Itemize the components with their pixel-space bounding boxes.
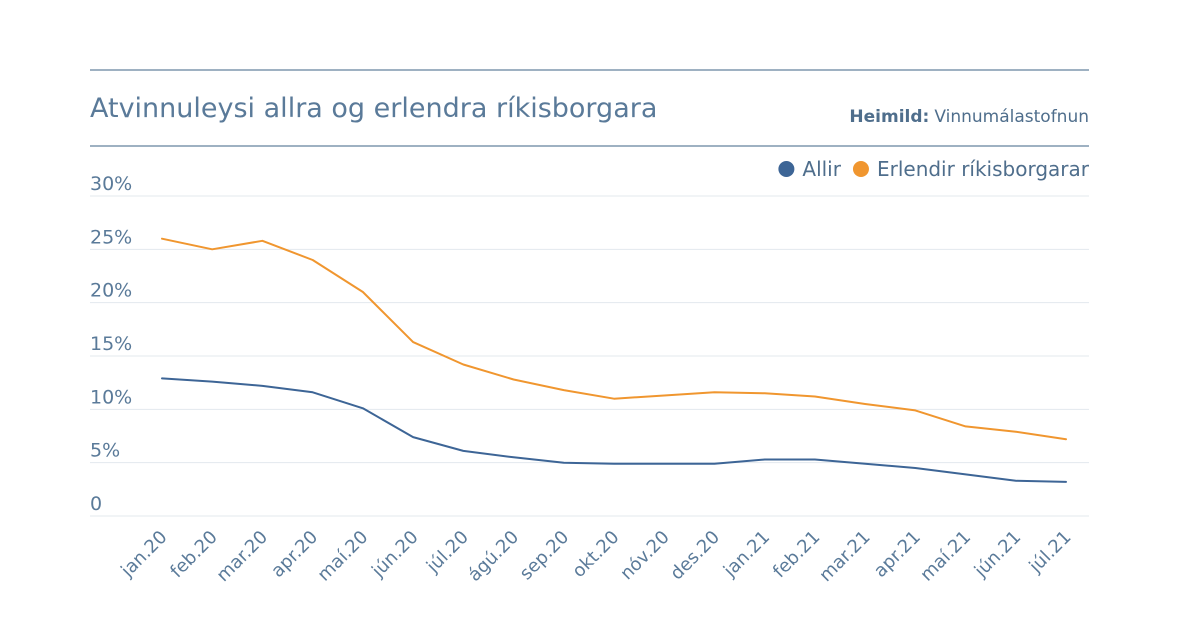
source-note: Heimild: Vinnumálastofnun xyxy=(849,107,1089,127)
y-tick-label: 25% xyxy=(90,226,132,248)
x-tick-label: maí.21 xyxy=(916,527,975,586)
y-tick-label: 15% xyxy=(90,333,132,355)
legend-label-0: Allir xyxy=(802,157,841,181)
x-tick-label: apr.21 xyxy=(870,527,925,582)
legend-marker-1 xyxy=(852,161,869,177)
x-tick-label: jan.20 xyxy=(116,527,171,582)
x-tick-label: ágú.20 xyxy=(464,527,523,586)
y-axis-ticks: 0 5% 10% 15% 20% 25% 30% xyxy=(90,173,132,515)
gridlines xyxy=(90,195,1089,517)
legend-marker-0 xyxy=(778,161,795,177)
legend: Erlendir ríkisborgarar Allir xyxy=(778,157,1090,181)
y-tick-label: 5% xyxy=(90,440,120,462)
y-tick-label: 20% xyxy=(90,280,132,302)
x-tick-label: okt.20 xyxy=(568,527,623,582)
series-lines xyxy=(161,237,1067,483)
x-tick-label: feb.20 xyxy=(166,527,221,582)
x-tick-label: jún.21 xyxy=(970,527,1025,582)
x-tick-label: júl.21 xyxy=(1025,527,1076,578)
y-tick-label: 0 xyxy=(90,493,102,515)
x-tick-label: jún.20 xyxy=(367,527,422,582)
y-tick-label: 30% xyxy=(90,173,132,195)
x-tick-label: feb.21 xyxy=(769,527,824,582)
x-tick-label: maí.20 xyxy=(314,527,373,586)
source-label: Heimild: xyxy=(849,107,929,127)
series-line-1 xyxy=(161,237,1067,441)
x-tick-label: des.20 xyxy=(666,527,724,585)
legend-label-1: Erlendir ríkisborgarar xyxy=(877,157,1090,181)
series-line-0 xyxy=(161,377,1067,483)
y-tick-label: 10% xyxy=(90,386,132,408)
x-tick-label: apr.20 xyxy=(267,527,322,582)
x-tick-label: jan.21 xyxy=(719,527,774,582)
x-tick-label: mar.20 xyxy=(213,527,272,586)
chart-title: Atvinnuleysi allra og erlendra ríkisborg… xyxy=(90,93,657,124)
x-tick-label: mar.21 xyxy=(815,527,874,586)
source-name: Vinnumálastofnun xyxy=(934,107,1089,127)
x-tick-label: sep.20 xyxy=(516,527,574,585)
x-tick-label: nóv.20 xyxy=(616,527,673,584)
